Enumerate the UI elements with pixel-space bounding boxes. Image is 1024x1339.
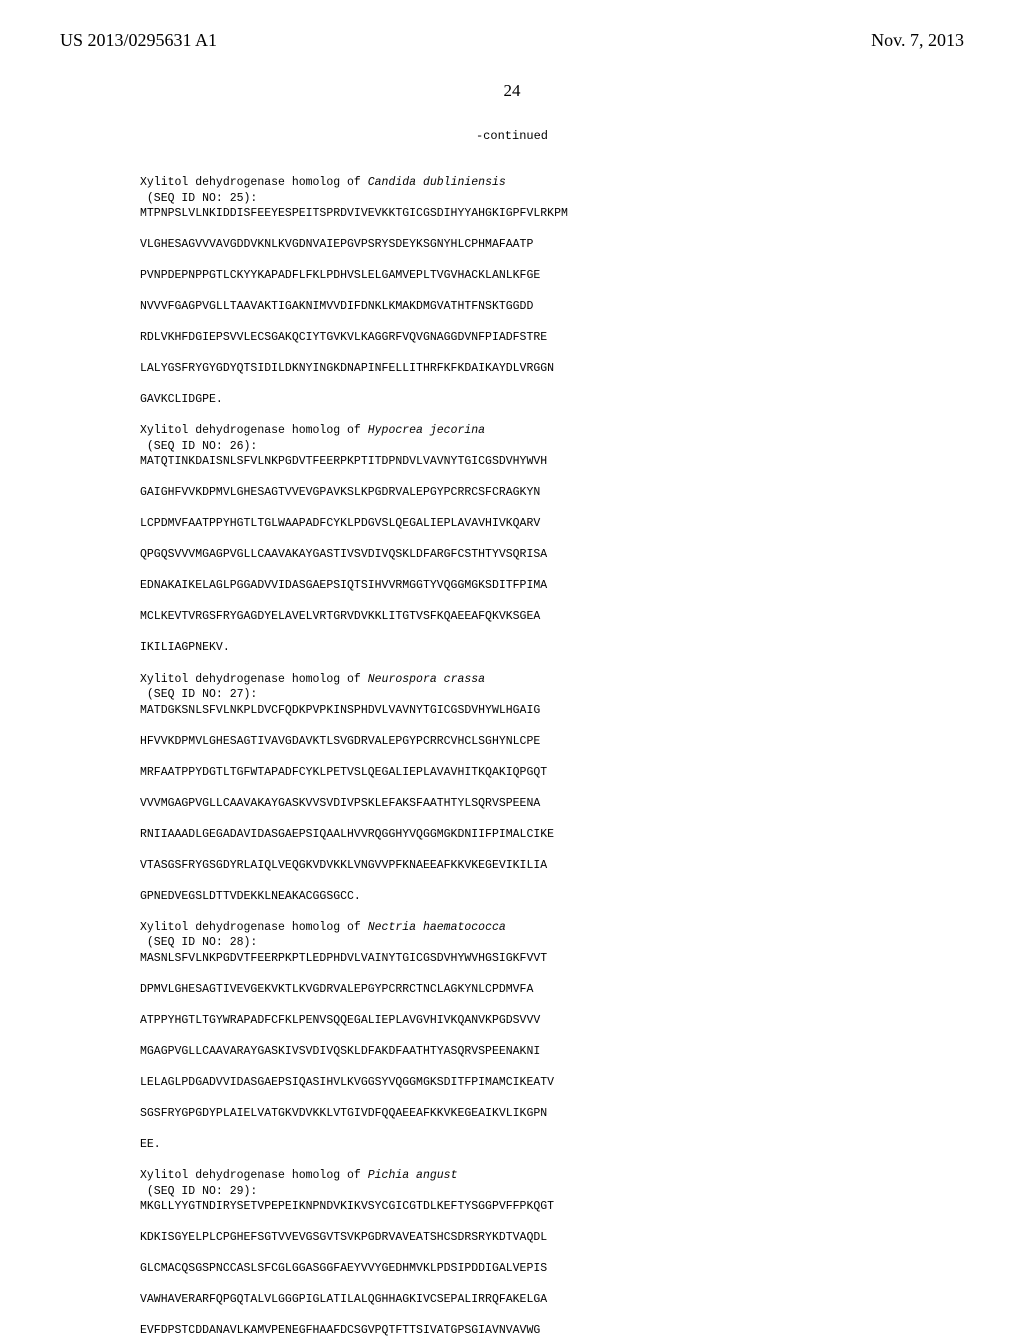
section-title: Xylitol dehydrogenase homolog of Hypocre… — [140, 424, 485, 437]
section-title: Xylitol dehydrogenase homolog of Neurosp… — [140, 673, 485, 686]
section-title: Xylitol dehydrogenase homolog of Pichia … — [140, 1169, 457, 1182]
organism-name: Neurospora crassa — [368, 673, 485, 686]
section-title: Xylitol dehydrogenase homolog of Candida… — [140, 176, 506, 189]
sequence-content: Xylitol dehydrogenase homolog of Candida… — [0, 145, 1024, 1339]
publication-date: Nov. 7, 2013 — [871, 30, 964, 51]
section-title: Xylitol dehydrogenase homolog of Nectria… — [140, 921, 506, 934]
page-number: 24 — [0, 81, 1024, 101]
organism-name: Nectria haematococca — [368, 921, 506, 934]
continued-label: -continued — [0, 129, 1024, 143]
organism-name: Hypocrea jecorina — [368, 424, 485, 437]
page-header: US 2013/0295631 A1 Nov. 7, 2013 — [0, 0, 1024, 51]
publication-number: US 2013/0295631 A1 — [60, 30, 217, 51]
organism-name: Pichia angust — [368, 1169, 458, 1182]
organism-name: Candida dubliniensis — [368, 176, 506, 189]
